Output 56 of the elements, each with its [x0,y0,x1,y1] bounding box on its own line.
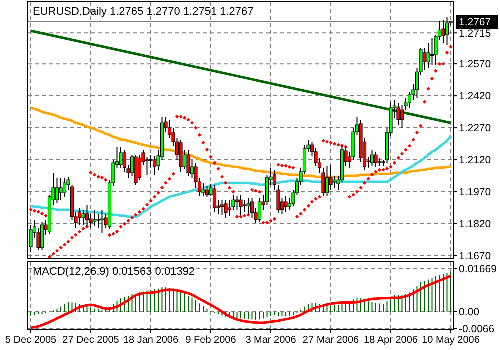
x-tick-label: 27 Dec 2005 [62,335,120,346]
candlestick [100,209,104,234]
y-tick-label: 1.2570 [459,58,492,71]
y-tick-label: 1.2120 [459,154,492,167]
candlestick [145,156,150,176]
candlestick [396,102,400,126]
candlestick [332,176,337,188]
candlestick [205,186,210,198]
candlestick [325,166,330,197]
candlestick [445,16,450,46]
candlestick [250,198,254,219]
candlestick [220,200,224,216]
y-tick-label: 1.1970 [459,186,492,199]
candlestick [329,164,333,191]
x-tick-label: 9 Feb 2006 [186,335,237,346]
candlestick [55,177,60,204]
y-tick-label: 0.00 [459,306,480,319]
chart-title: MACD(12,26,9) 0.01563 0.01392 [33,266,196,278]
candlestick [370,150,374,167]
ref-line-label: 1.2767 [459,16,492,29]
candlestick [224,200,228,219]
x-tick-label: 5 Dec 2005 [5,335,58,346]
candlestick [430,38,434,66]
candlestick [242,200,247,213]
candlestick [374,151,378,168]
y-tick-label: 1.2715 [459,28,492,40]
x-tick-label: 3 Mar 2006 [246,335,297,346]
line-series [30,134,452,218]
y-tick-label: 1.1670 [459,250,492,263]
y-tick-label: 1.1820 [459,218,492,231]
candlestick [235,196,240,210]
candlestick [284,196,288,213]
y-tick-label: -0.0066 [459,324,495,336]
candlestick [119,146,123,168]
candlestick [258,198,262,223]
candlestick [59,177,63,201]
x-tick-label: 18 Jan 2006 [123,335,179,346]
candlestick [149,154,153,168]
candlestick [92,209,97,226]
chart-title: EURUSD,Daily 1.2765 1.2770 1.2751 1.2767 [33,6,254,18]
candlestick [78,208,82,226]
x-tick-label: 10 May 2006 [422,335,480,346]
y-tick-label: 0.01669 [459,264,498,276]
x-tick-label: 18 Apr 2006 [364,335,418,346]
candlestick [40,222,44,251]
candlestick [62,177,67,198]
candlestick [422,48,427,71]
candlestick [96,214,100,229]
candlestick [212,184,217,213]
y-tick-label: 1.2270 [459,122,492,135]
candlestick [400,104,404,129]
candlestick [82,209,86,226]
y-tick-label: 1.2420 [459,90,492,103]
candlestick [442,20,446,44]
x-tick-label: 27 Mar 2006 [302,335,360,346]
candlestick [186,150,190,177]
